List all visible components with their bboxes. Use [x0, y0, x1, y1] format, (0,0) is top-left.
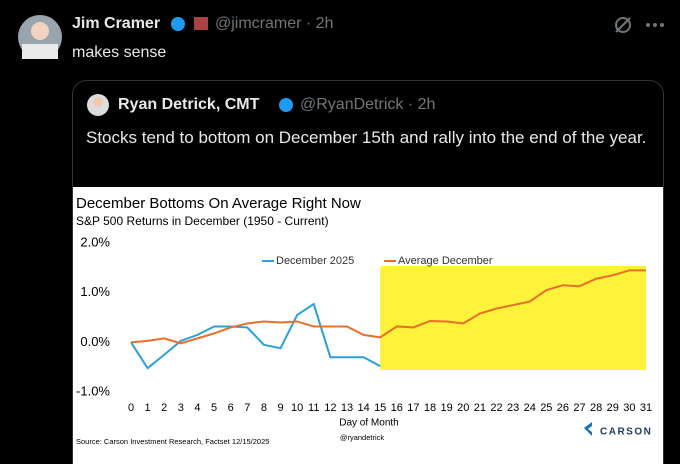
grok-icon[interactable] — [615, 17, 631, 33]
x-axis-label: Day of Month — [339, 418, 398, 429]
x-tick-label: 1 — [145, 402, 151, 414]
brand-logo — [584, 422, 592, 436]
quote-handle[interactable]: @RyanDetrick · 2h — [300, 96, 436, 113]
chart-title: December Bottoms On Average Right Now — [76, 195, 361, 212]
x-tick-label: 12 — [324, 402, 336, 414]
x-tick-label: 0 — [128, 402, 134, 414]
x-tick-label: 28 — [590, 402, 602, 414]
x-tick-label: 21 — [474, 402, 486, 414]
line-series — [130, 269, 646, 345]
x-tick-label: 26 — [557, 402, 569, 414]
x-tick-label: 20 — [457, 402, 469, 414]
x-tick-label: 6 — [228, 402, 234, 414]
x-tick-label: 25 — [540, 402, 552, 414]
verified-badge — [171, 17, 185, 31]
avatar-face — [31, 22, 49, 40]
source: Source: Carson Investment Research, Fact… — [76, 437, 269, 446]
x-tick-label: 2 — [161, 402, 167, 414]
x-tick-label: 14 — [357, 402, 369, 414]
x-tick-label: 7 — [244, 402, 250, 414]
legend-label: December 2025 — [276, 255, 354, 267]
post-text: makes sense — [72, 44, 167, 61]
y-tick-label: 2.0% — [80, 234, 110, 249]
x-tick-label: 11 — [308, 402, 319, 414]
x-tick-label: 30 — [623, 402, 635, 414]
verified-badge — [279, 98, 293, 112]
x-tick-label: 15 — [374, 402, 386, 414]
y-tick-label: 1.0% — [80, 284, 110, 299]
credit: @ryandetrick — [340, 433, 385, 442]
legend-label: Average December — [398, 255, 493, 267]
quote-text: Stocks tend to bottom on December 15th a… — [86, 128, 647, 147]
x-tick-label: 10 — [291, 402, 303, 414]
y-tick-label: 0.0% — [80, 334, 110, 349]
chart-subtitle: S&P 500 Returns in December (1950 - Curr… — [76, 214, 329, 228]
line-series — [130, 302, 381, 370]
x-tick-label: 5 — [211, 402, 217, 414]
x-tick-label: 22 — [490, 402, 502, 414]
x-tick-label: 24 — [524, 402, 536, 414]
brand: CARSON — [600, 427, 652, 438]
x-tick-label: 19 — [441, 402, 453, 414]
affiliate-badge — [194, 17, 208, 30]
grok-icon-slash — [615, 17, 631, 33]
x-tick-label: 3 — [178, 402, 184, 414]
y-tick-label: -1.0% — [76, 383, 110, 398]
more-icon[interactable] — [646, 23, 664, 27]
x-tick-label: 18 — [424, 402, 436, 414]
quote-author[interactable]: Ryan Detrick, CMT — [118, 96, 260, 113]
x-tick-label: 17 — [407, 402, 419, 414]
x-tick-label: 16 — [391, 402, 403, 414]
x-tick-label: 9 — [277, 402, 283, 414]
highlight — [380, 266, 646, 370]
x-tick-label: 8 — [261, 402, 267, 414]
x-tick-label: 23 — [507, 402, 519, 414]
author-name[interactable]: Jim Cramer — [72, 15, 161, 32]
x-tick-label: 4 — [194, 402, 200, 414]
quote-avatar-face — [93, 97, 103, 107]
x-tick-label: 13 — [341, 402, 353, 414]
x-tick-label: 31 — [640, 402, 652, 414]
author-handle[interactable]: @jimcramer · 2h — [215, 15, 334, 32]
avatar-shirt — [22, 44, 58, 59]
quote-card[interactable] — [72, 80, 664, 464]
x-tick-label: 27 — [573, 402, 585, 414]
x-tick-label: 29 — [607, 402, 619, 414]
